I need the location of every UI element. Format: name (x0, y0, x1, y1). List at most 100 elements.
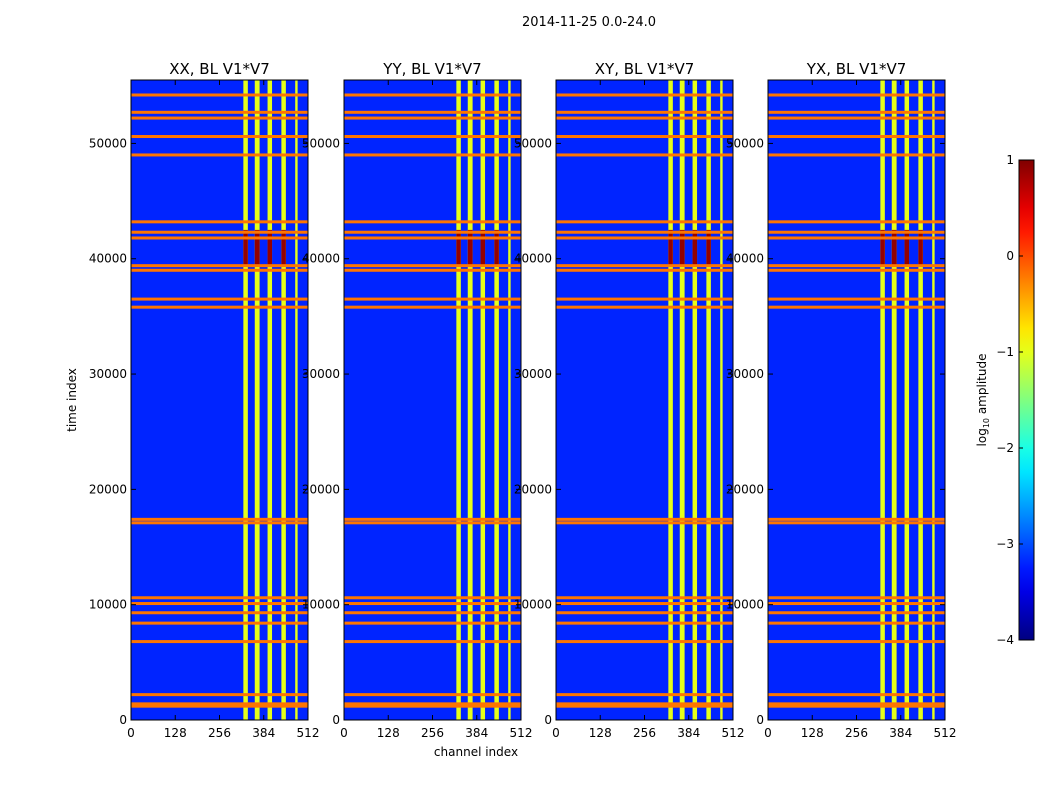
colorbar-gradient (1018, 159, 1035, 641)
panel-title: YY, BL V1*V7 (382, 60, 481, 78)
flagged-row-18 (556, 135, 733, 139)
flagged-row-18 (131, 135, 308, 139)
y-tick-label: 0 (119, 713, 127, 727)
flagged-row-6 (344, 602, 521, 606)
flagged-row-15 (344, 230, 521, 234)
y-tick-label: 50000 (726, 136, 764, 150)
rfi-burst-1 (467, 229, 473, 265)
x-tick-label: 384 (677, 726, 700, 740)
rfi-burst-1 (679, 229, 685, 265)
flagged-row-13 (131, 264, 308, 268)
flagged-row-7 (344, 596, 521, 600)
bright-channel-0 (880, 80, 885, 720)
rfi-burst-3 (281, 229, 286, 265)
panel-1: YY, BL V1*V7 0 128 256 384 512 0 10000 20000 3000… (302, 60, 533, 740)
bright-channel-3 (706, 80, 711, 720)
flagged-row-0 (131, 704, 308, 708)
flagged-row-19 (344, 116, 521, 120)
bright-channel-2 (267, 80, 273, 720)
y-tick-label: 0 (756, 713, 764, 727)
x-tick-label: 0 (552, 726, 560, 740)
colorbar-tick-label: −3 (996, 537, 1014, 551)
flagged-row-5 (344, 611, 521, 615)
flagged-row-3 (556, 640, 733, 644)
flagged-row-15 (556, 230, 733, 234)
y-tick-label: 20000 (726, 482, 764, 496)
x-tick-label: 384 (465, 726, 488, 740)
flagged-row-3 (768, 640, 945, 644)
x-axis-label: channel index (434, 745, 518, 759)
flagged-row-13 (556, 264, 733, 268)
flagged-row-4 (768, 621, 945, 625)
flagged-row-10 (768, 305, 945, 309)
flagged-row-9 (556, 517, 733, 521)
flagged-row-10 (344, 305, 521, 309)
colorbar-tick-label: −1 (996, 345, 1014, 359)
bright-channel-2 (692, 80, 698, 720)
x-tick-label: 512 (934, 726, 957, 740)
bright-channel-3 (494, 80, 499, 720)
flagged-row-16 (131, 220, 308, 224)
bright-channel-1 (891, 80, 897, 720)
flagged-row-0 (556, 704, 733, 708)
y-tick-label: 50000 (514, 136, 552, 150)
y-tick-label: 50000 (89, 136, 127, 150)
flagged-row-7 (768, 596, 945, 600)
bright-channel-4 (508, 80, 511, 720)
rfi-burst-0 (668, 229, 673, 265)
x-tick-label: 256 (208, 726, 231, 740)
flagged-row-12 (131, 268, 308, 272)
flagged-row-6 (131, 602, 308, 606)
rfi-burst-2 (480, 229, 486, 265)
flagged-row-14 (344, 236, 521, 240)
flagged-row-19 (768, 116, 945, 120)
y-tick-label: 20000 (89, 482, 127, 496)
bright-channel-1 (254, 80, 260, 720)
flagged-row-0 (768, 704, 945, 708)
flagged-row-7 (131, 596, 308, 600)
bright-channel-3 (918, 80, 923, 720)
y-tick-label: 40000 (726, 252, 764, 266)
x-tick-label: 256 (845, 726, 868, 740)
flagged-row-1 (131, 702, 308, 706)
flagged-row-17 (768, 153, 945, 157)
y-tick-label: 40000 (514, 252, 552, 266)
panel-title: XY, BL V1*V7 (595, 60, 695, 78)
rfi-burst-1 (254, 229, 260, 265)
flagged-row-8 (344, 521, 521, 525)
x-tick-label: 128 (377, 726, 400, 740)
flagged-row-13 (344, 264, 521, 268)
bright-channel-2 (480, 80, 486, 720)
bright-channel-4 (295, 80, 298, 720)
flagged-row-19 (131, 116, 308, 120)
flagged-row-4 (556, 621, 733, 625)
flagged-row-11 (344, 297, 521, 301)
bright-channel-4 (720, 80, 723, 720)
flagged-row-20 (344, 110, 521, 114)
flagged-row-21 (556, 93, 733, 97)
colorbar-label: log10 amplitude (975, 354, 991, 447)
rfi-burst-2 (267, 229, 273, 265)
flagged-row-20 (131, 110, 308, 114)
x-tick-label: 0 (340, 726, 348, 740)
flagged-row-1 (556, 702, 733, 706)
x-tick-label: 256 (633, 726, 656, 740)
flagged-row-0 (344, 704, 521, 708)
flagged-row-3 (131, 640, 308, 644)
rfi-burst-0 (456, 229, 461, 265)
y-tick-label: 10000 (302, 598, 340, 612)
x-tick-label: 384 (252, 726, 275, 740)
flagged-row-2 (768, 693, 945, 697)
flagged-row-16 (556, 220, 733, 224)
flagged-row-3 (344, 640, 521, 644)
panels: XX, BL V1*V7 0 128 256 384 512 0 10000 20000 3000… (89, 60, 957, 740)
flagged-row-14 (131, 236, 308, 240)
flagged-row-15 (131, 230, 308, 234)
flagged-row-12 (344, 268, 521, 272)
y-tick-label: 10000 (514, 598, 552, 612)
flagged-row-12 (556, 268, 733, 272)
bright-channel-2 (904, 80, 910, 720)
panel-3: YX, BL V1*V7 0 128 256 384 512 0 10000 20000 3000… (726, 60, 957, 740)
bright-channel-0 (668, 80, 673, 720)
